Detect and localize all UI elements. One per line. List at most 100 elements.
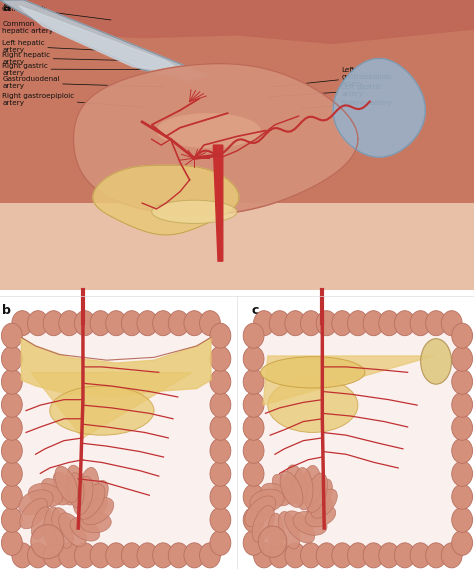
Circle shape [184, 543, 205, 568]
Circle shape [153, 311, 173, 336]
Circle shape [1, 392, 22, 417]
Circle shape [1, 461, 22, 486]
Ellipse shape [261, 483, 292, 506]
Circle shape [452, 484, 473, 509]
Text: Common
hepatic artery: Common hepatic artery [2, 21, 106, 36]
Circle shape [168, 543, 189, 568]
Polygon shape [73, 64, 358, 215]
Circle shape [243, 415, 264, 440]
Circle shape [210, 369, 231, 394]
Circle shape [90, 311, 111, 336]
Circle shape [153, 543, 173, 568]
Text: Right gastric
artery: Right gastric artery [2, 63, 149, 76]
Circle shape [410, 543, 431, 568]
Circle shape [59, 543, 80, 568]
Polygon shape [263, 356, 434, 405]
Circle shape [452, 508, 473, 533]
Ellipse shape [59, 513, 86, 547]
Polygon shape [333, 59, 425, 157]
Circle shape [1, 508, 22, 533]
FancyBboxPatch shape [254, 323, 462, 555]
Ellipse shape [286, 465, 307, 505]
Ellipse shape [280, 471, 303, 508]
Circle shape [347, 311, 368, 336]
Circle shape [379, 311, 400, 336]
Circle shape [43, 311, 64, 336]
Ellipse shape [52, 508, 73, 549]
Text: Inferior
mesenteric artery: Inferior mesenteric artery [330, 372, 463, 389]
Circle shape [106, 543, 127, 568]
Text: Celiac trunk: Celiac trunk [2, 6, 111, 20]
Ellipse shape [245, 496, 276, 527]
FancyBboxPatch shape [0, 203, 474, 290]
Circle shape [121, 311, 142, 336]
Circle shape [254, 311, 274, 336]
FancyBboxPatch shape [0, 0, 474, 218]
Circle shape [285, 311, 306, 336]
Circle shape [269, 311, 290, 336]
Circle shape [1, 530, 22, 555]
Circle shape [90, 543, 111, 568]
Ellipse shape [28, 484, 63, 506]
Ellipse shape [268, 513, 283, 549]
Ellipse shape [261, 357, 365, 388]
Text: Right gastroepiploic
artery: Right gastroepiploic artery [2, 93, 144, 107]
Ellipse shape [250, 489, 284, 513]
Circle shape [426, 311, 447, 336]
Circle shape [452, 346, 473, 371]
Circle shape [184, 311, 205, 336]
Circle shape [363, 311, 384, 336]
Ellipse shape [258, 526, 287, 558]
Polygon shape [31, 372, 192, 438]
FancyBboxPatch shape [12, 323, 220, 555]
Circle shape [210, 508, 231, 533]
Circle shape [12, 543, 33, 568]
Ellipse shape [31, 525, 64, 559]
Ellipse shape [53, 472, 76, 505]
Circle shape [210, 323, 231, 348]
Circle shape [452, 323, 473, 348]
Ellipse shape [305, 505, 336, 527]
Ellipse shape [80, 512, 111, 533]
Circle shape [269, 543, 290, 568]
Ellipse shape [301, 465, 321, 508]
Circle shape [1, 484, 22, 509]
Circle shape [12, 311, 33, 336]
Circle shape [210, 346, 231, 371]
Text: Left
gastroepiploic
artery: Left gastroepiploic artery [273, 67, 392, 87]
Ellipse shape [55, 466, 78, 502]
Circle shape [1, 346, 22, 371]
Circle shape [243, 461, 264, 486]
Text: Marginal artery
of Drummond: Marginal artery of Drummond [392, 355, 454, 372]
Circle shape [243, 346, 264, 371]
Polygon shape [19, 6, 185, 72]
Circle shape [137, 543, 158, 568]
Text: Superior
mesenteric artery: Superior mesenteric artery [100, 333, 195, 361]
Circle shape [452, 369, 473, 394]
Text: a: a [2, 2, 11, 14]
Ellipse shape [73, 476, 93, 515]
Polygon shape [0, 0, 209, 81]
Circle shape [452, 392, 473, 417]
Circle shape [243, 369, 264, 394]
Circle shape [74, 311, 95, 336]
Ellipse shape [156, 113, 261, 148]
Circle shape [452, 415, 473, 440]
Ellipse shape [31, 507, 51, 539]
Ellipse shape [268, 378, 358, 432]
Circle shape [441, 543, 462, 568]
Ellipse shape [78, 467, 99, 509]
Circle shape [254, 543, 274, 568]
Circle shape [137, 311, 158, 336]
Circle shape [441, 311, 462, 336]
Ellipse shape [19, 498, 48, 529]
Ellipse shape [152, 200, 237, 224]
Circle shape [332, 311, 353, 336]
Text: Duodenum: Duodenum [401, 344, 441, 355]
Ellipse shape [82, 497, 114, 525]
Ellipse shape [78, 484, 105, 519]
Text: Ileocolic artery: Ileocolic artery [128, 428, 184, 434]
Circle shape [285, 543, 306, 568]
Ellipse shape [311, 489, 337, 518]
Circle shape [43, 543, 64, 568]
